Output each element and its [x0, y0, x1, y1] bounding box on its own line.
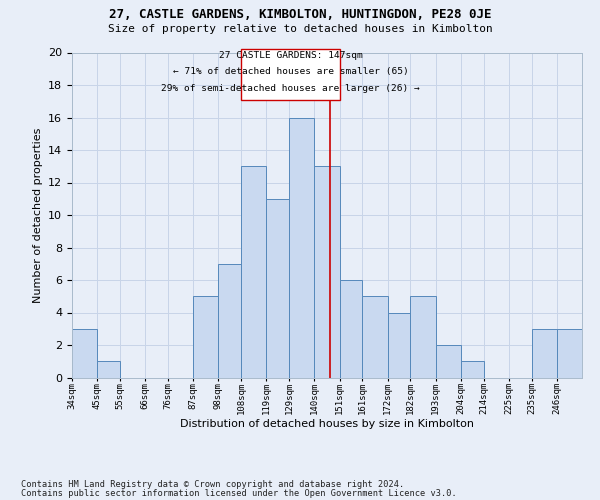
Bar — [289, 118, 314, 378]
Bar — [436, 345, 461, 378]
Text: Size of property relative to detached houses in Kimbolton: Size of property relative to detached ho… — [107, 24, 493, 34]
Bar — [557, 329, 582, 378]
X-axis label: Distribution of detached houses by size in Kimbolton: Distribution of detached houses by size … — [180, 420, 474, 430]
Text: Contains HM Land Registry data © Crown copyright and database right 2024.: Contains HM Land Registry data © Crown c… — [21, 480, 404, 489]
Text: 29% of semi-detached houses are larger (26) →: 29% of semi-detached houses are larger (… — [161, 84, 420, 92]
Text: 27 CASTLE GARDENS: 147sqm: 27 CASTLE GARDENS: 147sqm — [218, 51, 362, 60]
Bar — [362, 296, 388, 378]
Bar — [97, 361, 120, 378]
Bar — [218, 264, 241, 378]
Text: ← 71% of detached houses are smaller (65): ← 71% of detached houses are smaller (65… — [173, 67, 408, 76]
Text: 27, CASTLE GARDENS, KIMBOLTON, HUNTINGDON, PE28 0JE: 27, CASTLE GARDENS, KIMBOLTON, HUNTINGDO… — [109, 8, 491, 20]
Bar — [266, 198, 289, 378]
Bar — [314, 166, 340, 378]
Bar — [193, 296, 218, 378]
Bar — [461, 361, 484, 378]
Text: Contains public sector information licensed under the Open Government Licence v3: Contains public sector information licen… — [21, 489, 457, 498]
Bar — [72, 329, 97, 378]
Bar — [241, 166, 266, 378]
FancyBboxPatch shape — [241, 50, 340, 100]
Y-axis label: Number of detached properties: Number of detached properties — [32, 128, 43, 302]
Bar — [340, 280, 362, 378]
Bar — [388, 312, 410, 378]
Bar — [410, 296, 436, 378]
Bar — [532, 329, 557, 378]
